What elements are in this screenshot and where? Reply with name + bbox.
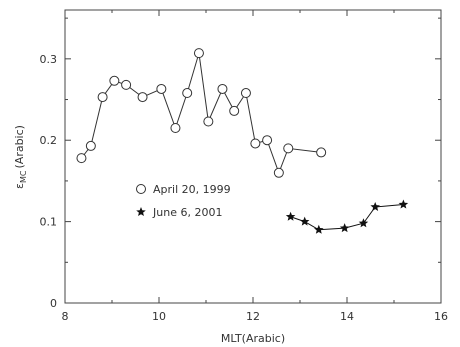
svg-text:εMC(Arabic): εMC (Arabic): [13, 125, 28, 189]
data-point-circle: [137, 92, 148, 103]
x-tick-label: 8: [62, 310, 69, 323]
data-point-circle: [262, 135, 273, 146]
legend-label-june: June 6, 2001: [152, 206, 222, 219]
data-point-circle: [76, 153, 87, 164]
data-point-circle: [121, 79, 132, 90]
data-point-circle: [283, 143, 294, 154]
data-point-star: [314, 224, 324, 234]
x-tick-label: 16: [434, 310, 448, 323]
series-lines: [81, 52, 404, 231]
data-point-star: [398, 199, 409, 209]
series-line-1: [290, 204, 404, 231]
data-point-circle: [156, 83, 167, 94]
data-point-circle: [217, 83, 228, 94]
data-point-star: [299, 216, 310, 226]
y-axis-label-suffix: (Arabic): [13, 125, 26, 168]
x-tick-label: 12: [246, 310, 260, 323]
data-point-circle: [273, 167, 284, 178]
x-tick-label: 14: [340, 310, 354, 323]
data-point-star: [370, 201, 380, 212]
y-tick-label: 0.1: [40, 216, 58, 229]
legend-open-circle-icon: [136, 184, 146, 194]
data-point-circle: [97, 92, 108, 103]
data-point-circle: [109, 75, 120, 86]
data-point-star: [339, 223, 350, 233]
y-tick-label: 0.3: [40, 53, 58, 66]
series-marks: [76, 48, 409, 234]
y-tick-label: 0.2: [40, 134, 58, 147]
x-axis-label: MLT(Arabic): [221, 332, 285, 345]
series-line-0: [81, 52, 322, 175]
data-point-circle: [170, 123, 181, 134]
axis-ticks: 8 10 12 14 16 0 0.1 0.2 0.3: [40, 10, 448, 323]
data-point-circle: [250, 138, 261, 149]
y-axis-label: εMC (Arabic): [13, 125, 28, 189]
x-tick-label: 10: [152, 310, 166, 323]
y-axis-label-symbol: ε: [13, 183, 26, 189]
data-point-circle: [203, 116, 214, 127]
data-point-circle: [240, 88, 251, 99]
y-tick-label: 0: [50, 297, 57, 310]
legend-star-icon: [136, 207, 146, 217]
data-point-star: [358, 218, 369, 228]
y-axis-label-subscript: MC: [19, 170, 28, 183]
data-point-circle: [193, 48, 204, 59]
legend: April 20, 1999 June 6, 2001: [136, 183, 231, 219]
data-point-star: [285, 211, 296, 221]
plot-frame: [64, 9, 442, 304]
data-point-circle: [182, 88, 193, 99]
legend-label-april: April 20, 1999: [153, 183, 231, 196]
data-point-circle: [316, 147, 327, 158]
data-point-circle: [229, 105, 240, 116]
data-point-circle: [85, 140, 96, 151]
